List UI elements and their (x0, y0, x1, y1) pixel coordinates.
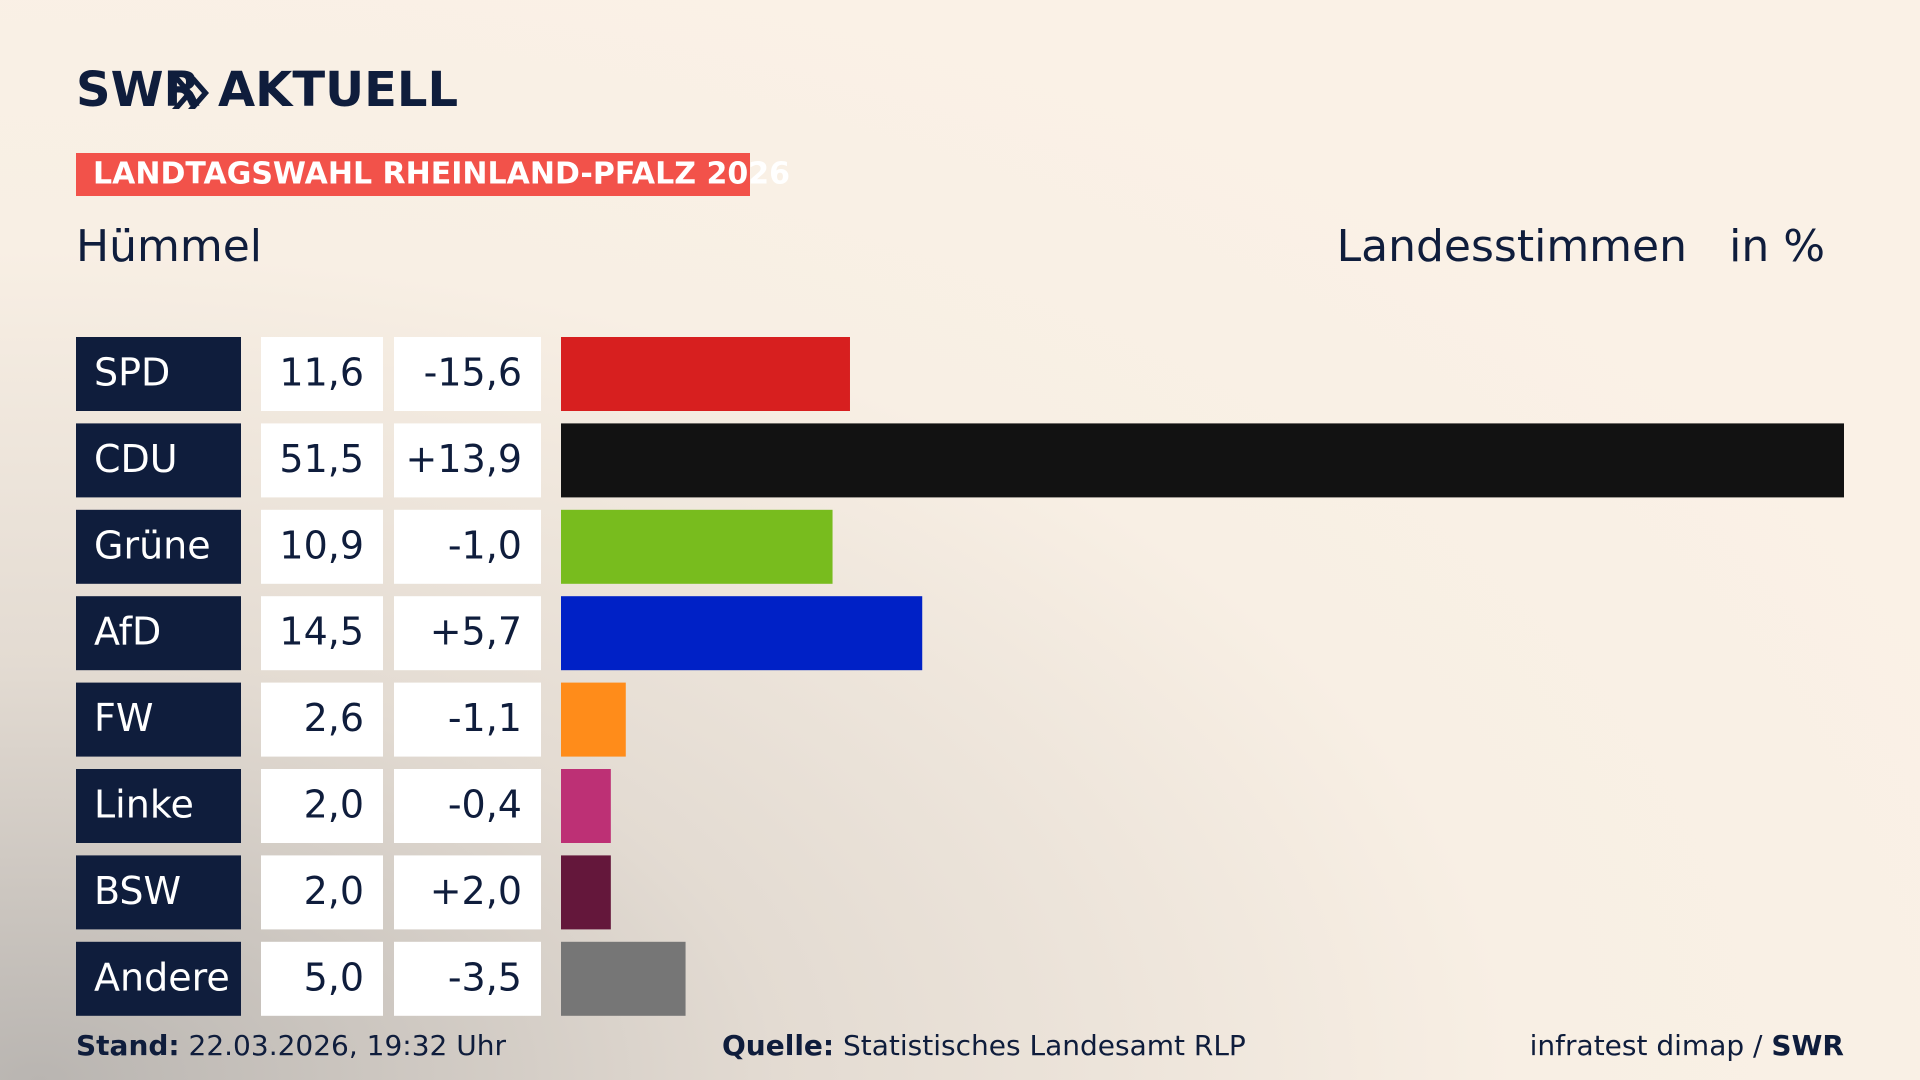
bar (561, 596, 923, 671)
party-box (76, 769, 241, 843)
value-cell (261, 596, 383, 671)
party-label: Andere (94, 955, 230, 999)
value-label: 14,5 (279, 610, 364, 654)
bar (561, 509, 833, 584)
change-cell (394, 337, 541, 411)
logo-chevrons (172, 77, 209, 109)
credit-brand: SWR (1771, 1029, 1844, 1062)
value-label: 11,6 (279, 351, 364, 395)
party-box (76, 941, 241, 1016)
party-label: SPD (94, 351, 170, 395)
party-box (76, 596, 241, 671)
brand: SWR (76, 62, 200, 118)
party-box (76, 855, 241, 930)
footer-source: Quelle: Statistisches Landesamt RLP (722, 1029, 1246, 1062)
value-label: 2,0 (304, 783, 364, 827)
change-label: +5,7 (430, 610, 522, 654)
party-label: AfD (94, 610, 161, 654)
party-box (76, 337, 241, 411)
value-cell (261, 337, 383, 411)
change-label: -1,0 (448, 523, 522, 567)
party-box (76, 423, 241, 498)
bar (561, 855, 611, 930)
value-label: 51,5 (279, 437, 364, 481)
change-label: -0,4 (448, 783, 522, 827)
value-label: 2,0 (304, 869, 364, 913)
stand: 22.03.2026, 19:32 Uhr (189, 1029, 507, 1062)
banner: LANDTAGSWAHL RHEINLAND-PFALZ 2026 (93, 157, 790, 192)
bar (561, 769, 611, 843)
change-label: +2,0 (430, 869, 522, 913)
value-cell (261, 769, 383, 843)
change-cell (394, 423, 541, 498)
measure: Landesstimmen (1337, 221, 1687, 272)
banner-box (76, 153, 750, 196)
chart-title: Hümmel (76, 221, 262, 272)
bar (561, 337, 850, 411)
change-cell (394, 941, 541, 1016)
party-label: Linke (94, 783, 194, 827)
change-cell (394, 855, 541, 930)
party-label: CDU (94, 437, 178, 481)
party-label: FW (94, 696, 153, 740)
change-label: -15,6 (424, 351, 522, 395)
bar (561, 941, 686, 1016)
value-cell (261, 941, 383, 1016)
footer-stand: Stand: 22.03.2026, 19:32 Uhr (76, 1029, 506, 1062)
value-label: 2,6 (304, 696, 364, 740)
party-label: BSW (94, 869, 181, 913)
bar (561, 682, 626, 757)
change-cell (394, 509, 541, 584)
unit: in % (1729, 221, 1825, 272)
change-cell (394, 769, 541, 843)
source-label: Quelle: (722, 1029, 834, 1062)
party-box (76, 509, 241, 584)
bar (561, 423, 1844, 498)
value-cell (261, 423, 383, 498)
section: AKTUELL (218, 62, 458, 118)
change-label: -1,1 (448, 696, 522, 740)
value-label: 5,0 (304, 955, 364, 999)
footer-credit: infratest dimap / SWR (1530, 1029, 1844, 1062)
value-cell (261, 682, 383, 757)
party-label: Grüne (94, 523, 211, 567)
source: Statistisches Landesamt RLP (843, 1029, 1246, 1062)
credit: infratest dimap / (1530, 1029, 1763, 1062)
stand-label: Stand: (76, 1029, 180, 1062)
change-cell (394, 596, 541, 671)
value-cell (261, 855, 383, 930)
value-label: 10,9 (279, 523, 364, 567)
change-label: +13,9 (406, 437, 522, 481)
change-label: -3,5 (448, 955, 522, 999)
value-cell (261, 509, 383, 584)
party-box (76, 682, 241, 757)
change-cell (394, 682, 541, 757)
